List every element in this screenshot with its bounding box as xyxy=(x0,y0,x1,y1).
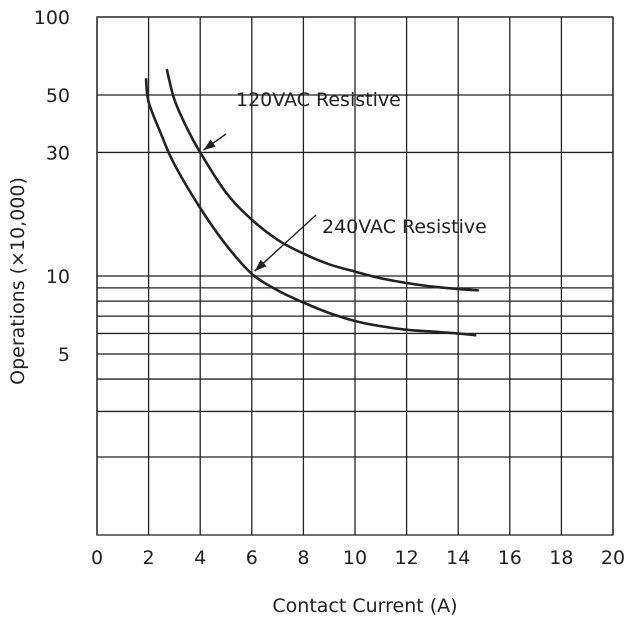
y-tick-label: 100 xyxy=(34,7,70,29)
annotation-arrowhead xyxy=(203,139,216,151)
x-tick-label: 8 xyxy=(297,547,309,569)
x-tick-label: 10 xyxy=(343,547,367,569)
annotation-pointers xyxy=(203,133,317,272)
y-tick-label: 5 xyxy=(58,344,70,366)
x-tick-label: 20 xyxy=(601,547,625,569)
y-tick-label: 30 xyxy=(46,142,70,164)
x-tick-label: 0 xyxy=(91,547,103,569)
series-line-240vac xyxy=(144,78,477,337)
annotation-labels: 120VAC Resistive 240VAC Resistive xyxy=(236,89,487,238)
y-tick-label: 50 xyxy=(46,85,70,107)
series-line-120vac xyxy=(165,68,479,292)
x-tick-label: 2 xyxy=(143,547,155,569)
x-tick-label: 18 xyxy=(549,547,573,569)
y-tick-labels: 100 50 30 10 5 xyxy=(34,7,70,366)
annotation-label-240vac: 240VAC Resistive xyxy=(322,216,487,238)
x-tick-label: 6 xyxy=(246,547,258,569)
plot-frame xyxy=(96,16,614,536)
x-axis-label: Contact Current (A) xyxy=(272,595,457,617)
y-tick-label: 10 xyxy=(46,266,70,288)
x-tick-label: 12 xyxy=(395,547,419,569)
annotation-pointer-line xyxy=(254,214,317,272)
x-tick-label: 14 xyxy=(446,547,470,569)
y-axis-label: Operations (×10,000) xyxy=(7,177,29,385)
annotation-label-120vac: 120VAC Resistive xyxy=(236,89,401,111)
annotation-arrowhead xyxy=(254,259,267,272)
x-tick-labels: 0 2 4 6 8 10 12 14 16 18 20 xyxy=(91,547,625,569)
x-tick-label: 4 xyxy=(194,547,206,569)
horizontal-gridlines xyxy=(97,16,613,458)
x-tick-label: 16 xyxy=(498,547,522,569)
series-curves xyxy=(144,68,479,337)
